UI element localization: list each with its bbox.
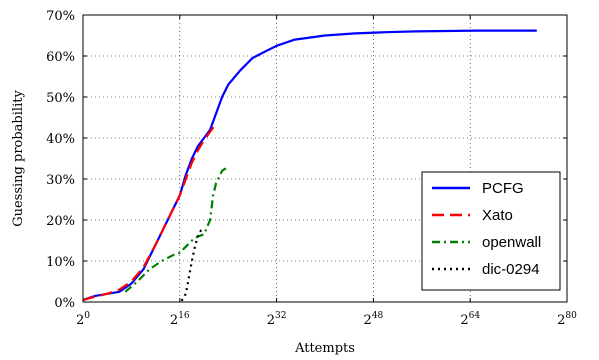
y-axis-label: Guessing probability bbox=[11, 90, 26, 227]
series-line-xato bbox=[82, 123, 217, 301]
x-tick-label: 280 bbox=[557, 311, 577, 328]
series-line-pcfg bbox=[82, 29, 537, 301]
y-tick-label: 40% bbox=[46, 132, 75, 147]
x-tick-base: 2 bbox=[170, 313, 178, 328]
x-tick-label: 264 bbox=[460, 311, 480, 328]
x-tick-base: 2 bbox=[557, 313, 565, 328]
x-tick-label: 248 bbox=[364, 311, 384, 328]
x-tick-base: 2 bbox=[364, 313, 372, 328]
series-layer bbox=[82, 29, 537, 302]
y-tick-label: 0% bbox=[54, 296, 75, 311]
y-tick-label: 20% bbox=[46, 214, 75, 229]
legend-label: PCFG bbox=[482, 180, 524, 197]
x-tick-label: 216 bbox=[170, 311, 190, 328]
legend-label: dic-0294 bbox=[482, 261, 540, 278]
legend-box bbox=[421, 171, 561, 291]
x-tick-exponent: 64 bbox=[469, 311, 481, 321]
tick-marks bbox=[82, 14, 568, 303]
x-tick-label: 20 bbox=[76, 311, 90, 328]
x-tick-exponent: 48 bbox=[372, 311, 384, 321]
y-tick-label: 10% bbox=[46, 255, 75, 270]
x-tick-exponent: 16 bbox=[178, 311, 190, 321]
legend-label: Xato bbox=[482, 207, 513, 224]
y-tick-label: 30% bbox=[46, 173, 75, 188]
x-tick-base: 2 bbox=[460, 313, 468, 328]
legend: PCFG Xato openwall dic-0294 bbox=[421, 171, 561, 291]
series-line-dic-0294 bbox=[180, 227, 205, 302]
plot-frame bbox=[82, 14, 568, 303]
x-tick-exponent: 0 bbox=[84, 311, 90, 321]
x-tick-exponent: 80 bbox=[565, 311, 577, 321]
legend-label: openwall bbox=[482, 234, 541, 251]
x-tick-label: 232 bbox=[267, 311, 287, 328]
x-axis-label: Attempts bbox=[294, 341, 355, 356]
y-tick-label: 70% bbox=[46, 9, 75, 24]
y-tick-label: 60% bbox=[46, 50, 75, 65]
x-tick-base: 2 bbox=[267, 313, 275, 328]
x-tick-base: 2 bbox=[76, 313, 84, 328]
y-tick-label: 50% bbox=[46, 91, 75, 106]
x-tick-exponent: 32 bbox=[275, 311, 286, 321]
series-line-openwall bbox=[124, 165, 229, 293]
